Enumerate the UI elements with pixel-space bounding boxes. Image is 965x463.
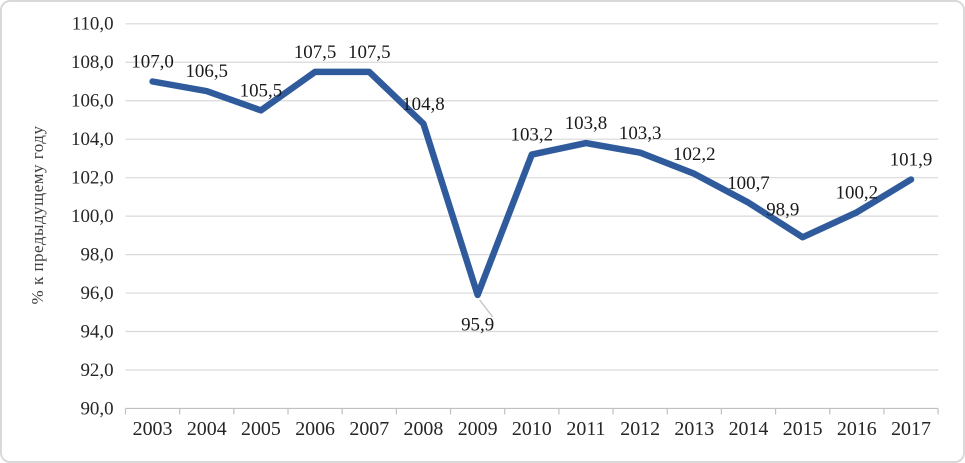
data-point-label: 100,2 bbox=[836, 182, 879, 203]
x-tick-label: 2013 bbox=[674, 418, 714, 440]
x-tick-label: 2010 bbox=[512, 418, 552, 440]
y-tick-label: 102,0 bbox=[71, 168, 114, 189]
y-tick-label: 94,0 bbox=[80, 322, 113, 343]
x-tick-label: 2009 bbox=[458, 418, 498, 440]
x-tick-label: 2012 bbox=[620, 418, 660, 440]
x-tick-label: 2005 bbox=[241, 418, 281, 440]
y-tick-label: 92,0 bbox=[80, 360, 113, 381]
x-tick-label: 2008 bbox=[404, 418, 444, 440]
data-point-label: 103,3 bbox=[619, 123, 662, 144]
x-tick-label: 2004 bbox=[187, 418, 227, 440]
y-tick-label: 104,0 bbox=[71, 129, 114, 150]
y-tick-label: 108,0 bbox=[71, 52, 114, 73]
x-tick-label: 2006 bbox=[295, 418, 335, 440]
data-point-label: 98,9 bbox=[766, 200, 799, 221]
data-point-label: 103,8 bbox=[565, 113, 608, 134]
data-point-label: 102,2 bbox=[673, 144, 716, 165]
y-tick-label: 98,0 bbox=[80, 245, 113, 266]
y-tick-label: 106,0 bbox=[71, 91, 114, 112]
y-tick-label: 110,0 bbox=[72, 14, 114, 35]
y-tick-label: 96,0 bbox=[80, 283, 113, 304]
series-line bbox=[149, 68, 915, 299]
data-point-label: 100,7 bbox=[727, 173, 770, 194]
data-point-label: 107,5 bbox=[348, 42, 391, 63]
x-tick-label: 2015 bbox=[783, 418, 823, 440]
data-point-label: 104,8 bbox=[402, 94, 445, 115]
label-leader-line bbox=[479, 299, 494, 318]
data-point-label: 95,9 bbox=[461, 315, 494, 336]
data-point-label: 107,0 bbox=[131, 52, 174, 73]
y-tick-label: 100,0 bbox=[71, 206, 114, 227]
x-tick-label: 2011 bbox=[566, 418, 605, 440]
x-tick-label: 2007 bbox=[349, 418, 389, 440]
x-tick-label: 2016 bbox=[837, 418, 877, 440]
y-tick-label: 90,0 bbox=[80, 398, 113, 419]
x-tick-label: 2003 bbox=[133, 418, 173, 440]
data-point-label: 107,5 bbox=[294, 42, 337, 63]
x-tick-label: 2017 bbox=[891, 418, 931, 440]
data-point-label: 101,9 bbox=[890, 150, 933, 171]
data-point-label: 106,5 bbox=[185, 61, 228, 82]
data-point-label: 105,5 bbox=[240, 81, 283, 102]
x-tick-label: 2014 bbox=[729, 418, 769, 440]
data-point-label: 103,2 bbox=[511, 125, 554, 146]
